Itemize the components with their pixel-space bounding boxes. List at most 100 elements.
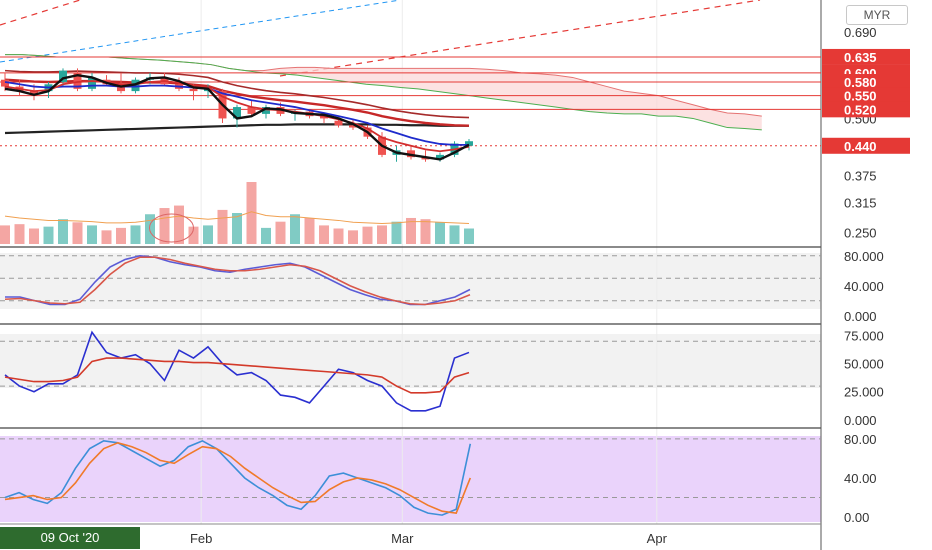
price-tag-label: 0.520 [844,102,877,117]
indicator-series-line [4,330,470,412]
price-tag-label: 0.580 [844,75,877,90]
candle-body [320,116,328,119]
indicator-tick-label: 25.000 [844,385,884,400]
indicator-tick-label: 75.000 [844,329,884,344]
candle-body [59,70,67,82]
candle-body [233,107,241,119]
ichimoku-span-b [5,54,762,131]
time-axis[interactable]: Feb Mar Apr [190,531,668,546]
pane-price [0,0,821,244]
pane-indicator-3 [0,438,821,516]
volume-ma-line [4,211,470,225]
volume-bar [72,222,83,244]
candle-body [436,154,444,160]
time-label-apr: Apr [647,531,668,546]
indicator-series-line [4,256,471,306]
indicator-tick-label: 80.00 [844,432,877,447]
ema-red-line [4,80,470,153]
volume-bar [261,227,271,244]
price-tag-label: 0.635 [844,50,877,65]
trendline-blue-dashed [0,0,401,63]
indicator-series-line [4,439,472,516]
volume-bar [449,225,460,244]
time-label-mar: Mar [391,531,414,546]
price-tick-label: 0.315 [844,196,877,211]
volume-bar [319,225,329,244]
volume-bar [217,209,228,244]
price-tick-label: 0.250 [844,225,877,240]
price-tag-label: 0.440 [844,139,877,154]
candle-body [189,88,198,92]
volume-bar [391,221,402,244]
indicator-tick-label: 0.000 [844,309,877,324]
ma-brown-line [4,69,470,119]
currency-label[interactable]: MYR [846,5,908,25]
volume-bar [43,226,54,244]
volume-bar [232,213,242,244]
volume-bar [464,228,474,244]
volume-bar [159,208,170,244]
fast-ma-black-line [4,73,470,161]
price-axis[interactable]: 0.6900.5000.3750.3150.2500.6350.6000.580… [822,25,910,525]
volume-bar [290,214,300,244]
grid [0,0,822,550]
candle-body [349,125,357,128]
price-tag [822,48,910,65]
ichimoku-cloud [5,54,762,130]
volume-bar [435,222,445,244]
candle-body [30,91,38,94]
volume-bar [101,230,112,244]
trendline-red-dashed-2 [279,0,761,77]
indicator-series-line [4,357,470,394]
volume-bar [348,230,358,244]
price-tick-label: 0.690 [844,25,877,40]
pane-backgrounds [0,253,821,522]
candle-body [334,120,343,126]
candle-body [262,107,270,114]
volume-bar [0,225,10,244]
indicator-band-2 [0,334,821,388]
volume-bar [130,225,141,244]
indicator-tick-label: 0.000 [844,413,877,428]
volume-bar [174,205,184,244]
price-tag [822,74,910,90]
indicator-tick-label: 0.00 [844,510,869,525]
time-label-feb: Feb [190,531,212,546]
indicator-tick-label: 40.000 [844,279,884,294]
price-tag [822,137,910,154]
indicator-tick-label: 40.00 [844,471,877,486]
volume-bar [377,225,387,244]
candle-body [1,79,9,87]
volume-bar [333,228,344,244]
volume-bar [116,227,126,244]
volume-bar [304,217,315,244]
volume-bar [275,221,286,244]
price-tag [822,101,910,118]
price-tag-label: 0.550 [844,89,877,104]
volume-bar [29,228,39,244]
highlight-ellipse [149,213,194,243]
candle-body [73,72,82,89]
trendline-red-dashed-1 [0,0,81,26]
indicator-band-3 [0,436,821,522]
pane-indicator-1 [0,254,821,306]
pane-indicator-2 [0,330,821,412]
indicator-tick-label: 50.000 [844,357,884,372]
volume-bar [188,226,199,244]
candle-body [88,77,96,89]
volume-bar [203,225,213,244]
price-tag [822,87,910,104]
candle-body [247,107,256,114]
indicator-band-1 [0,253,821,309]
indicator-series-line [4,441,472,515]
price-tick-label: 0.375 [844,168,877,183]
indicator-tick-label: 80.000 [844,249,884,264]
volume-bar [87,225,97,244]
ema-blue-line [4,81,469,146]
volume-bar [362,226,373,244]
volume-bar [246,182,257,244]
cursor-time-label: 09 Oct '20 [0,527,140,549]
candle-body [465,141,473,146]
volume-bar [406,217,416,244]
